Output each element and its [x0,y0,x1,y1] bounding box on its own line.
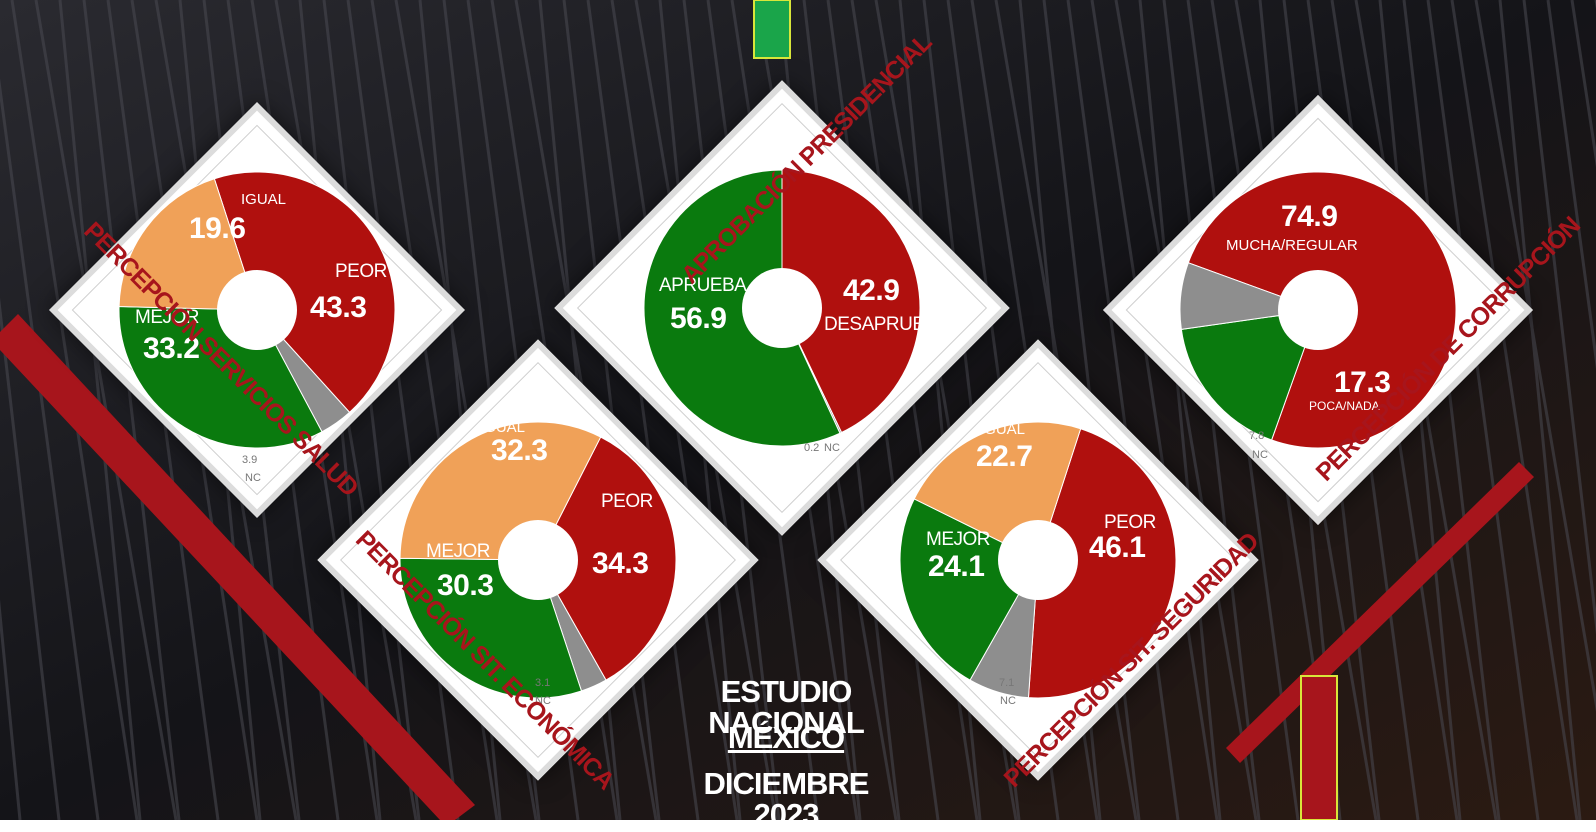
label-nc: NC [1000,695,1016,707]
slice-peor [537,436,677,681]
value-igual: 32.3 [491,434,548,467]
slice-peor [1027,428,1177,699]
label-nc: NC [535,695,551,707]
footer-title: ESTUDIO NACIONAL [708,674,865,740]
label-peor: PEOR [335,261,387,282]
card-sit-economica: IGUAL 32.3 PEOR 34.3 MEJOR 30.3 3.1 NC P… [317,339,759,795]
label-peor: PEOR [601,491,653,512]
donut-chart-aprobacion-presidencial [643,169,921,447]
label-igual: IGUAL [241,191,287,208]
card-corrupcion: 74.9 MUCHA/REGULAR 17.3 POCA/NADA 7.8 NC… [1103,95,1585,525]
value-peor: 34.3 [592,547,649,580]
slice-peor [213,171,396,414]
label-igual: IGUAL [480,419,526,436]
label-nc: NC [1252,449,1268,461]
donut-chart-sit-seguridad [899,421,1177,699]
label-mejor: MEJOR [426,541,491,562]
label-poca-nada: POCA/NADA [1309,399,1380,413]
value-mejor: 24.1 [928,550,985,583]
donut-hole [498,520,578,600]
donut-hole [998,520,1078,600]
donut-hole [1278,270,1358,350]
value-poca-nada: 17.3 [1334,366,1391,399]
label-nc: NC [245,472,261,484]
value-mejor: 30.3 [437,569,494,602]
value-mejor: 33.2 [143,332,200,365]
value-igual: 19.6 [189,212,246,245]
footer-date: DICIEMBRE 2023 [703,766,870,832]
donut-chart-sit-economica [399,421,677,699]
card-aprobacion-presidencial: APRUEBA 56.9 42.9 DESAPRUEBA 0.2 NC APRO… [554,29,1010,536]
donut-hole [217,270,297,350]
card-sit-seguridad: IGUAL 22.7 PEOR 46.1 MEJOR 24.1 7.1 NC P… [817,339,1264,793]
accent-bar-bottom [1300,675,1338,820]
label-peor: PEOR [1104,512,1156,533]
slice-desaprueba [781,169,921,434]
value-nc: 0.2 [804,442,820,454]
card-servicios-salud: IGUAL 19.6 PEOR 43.3 MEJOR 33.2 3.9 NC P… [49,102,465,518]
value-igual: 22.7 [976,440,1033,473]
value-peor: 43.3 [310,291,367,324]
value-peor: 46.1 [1089,531,1146,564]
value-nc: 7.1 [999,677,1015,689]
donut-hole [742,268,822,348]
accent-stripe-left [0,314,475,820]
value-aprueba: 56.9 [670,302,727,335]
label-nc: NC [824,442,840,454]
value-desaprueba: 42.9 [843,274,900,307]
value-nc: 7.8 [1249,430,1265,442]
donut-chart-corrupcion [1179,171,1457,449]
value-nc: 3.9 [242,454,258,466]
label-mejor: MEJOR [135,307,200,328]
footer-country: MÉXICO [727,720,845,755]
donut-chart-servicios-salud [118,171,396,449]
label-mejor: MEJOR [926,529,991,550]
slice-poca-nada [1180,309,1319,441]
accent-bar-top [753,0,791,59]
label-mucha-regular: MUCHA/REGULAR [1226,237,1358,254]
label-igual: IGUAL [980,421,1026,438]
value-mucha-regular: 74.9 [1281,200,1338,233]
label-aprueba: APRUEBA [659,275,747,296]
label-desaprueba: DESAPRUEBA [824,314,949,335]
slice-igual [118,178,258,311]
value-nc: 3.1 [535,677,551,689]
